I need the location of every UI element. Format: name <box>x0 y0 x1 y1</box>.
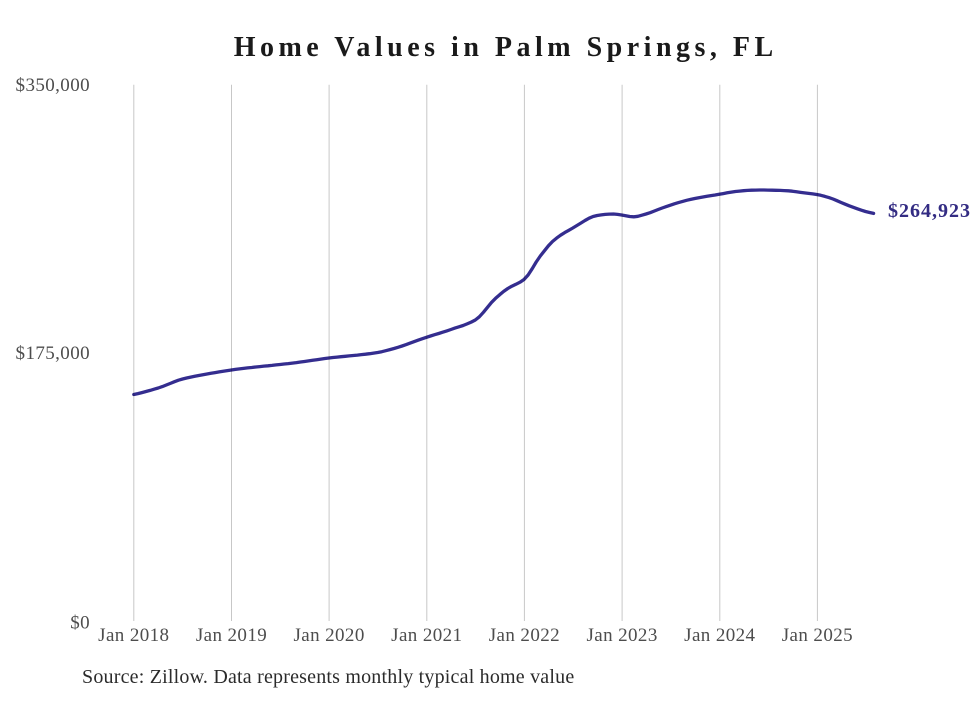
svg-text:$264,923: $264,923 <box>888 200 971 222</box>
svg-text:Jan 2019: Jan 2019 <box>196 625 267 646</box>
svg-text:Jan 2020: Jan 2020 <box>293 625 364 646</box>
svg-text:Jan 2021: Jan 2021 <box>391 625 462 646</box>
svg-text:$0: $0 <box>70 613 90 634</box>
svg-text:Jan 2018: Jan 2018 <box>98 625 169 646</box>
svg-text:Home Values in Palm Springs, F: Home Values in Palm Springs, FL <box>234 32 778 63</box>
svg-text:Jan 2025: Jan 2025 <box>782 625 853 646</box>
svg-text:Jan 2022: Jan 2022 <box>489 625 560 646</box>
svg-text:Source: Zillow. Data represent: Source: Zillow. Data represents monthly … <box>82 666 574 688</box>
svg-text:$350,000: $350,000 <box>16 75 90 96</box>
svg-text:$175,000: $175,000 <box>16 343 90 364</box>
svg-text:Jan 2024: Jan 2024 <box>684 625 755 646</box>
svg-text:Jan 2023: Jan 2023 <box>586 625 657 646</box>
